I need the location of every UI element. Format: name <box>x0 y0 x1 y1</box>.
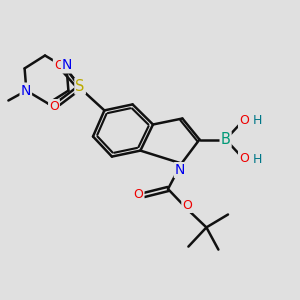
Text: B: B <box>221 132 230 147</box>
Text: N: N <box>175 163 185 177</box>
Text: O: O <box>239 114 249 128</box>
Text: H: H <box>252 153 262 166</box>
Text: N: N <box>62 58 72 72</box>
Text: O: O <box>54 59 64 72</box>
Text: O: O <box>239 152 249 165</box>
Text: O: O <box>134 188 143 201</box>
Text: S: S <box>75 79 85 94</box>
Text: H: H <box>252 113 262 127</box>
Text: O: O <box>182 199 192 212</box>
Text: O: O <box>49 100 59 113</box>
Text: N: N <box>21 84 31 98</box>
